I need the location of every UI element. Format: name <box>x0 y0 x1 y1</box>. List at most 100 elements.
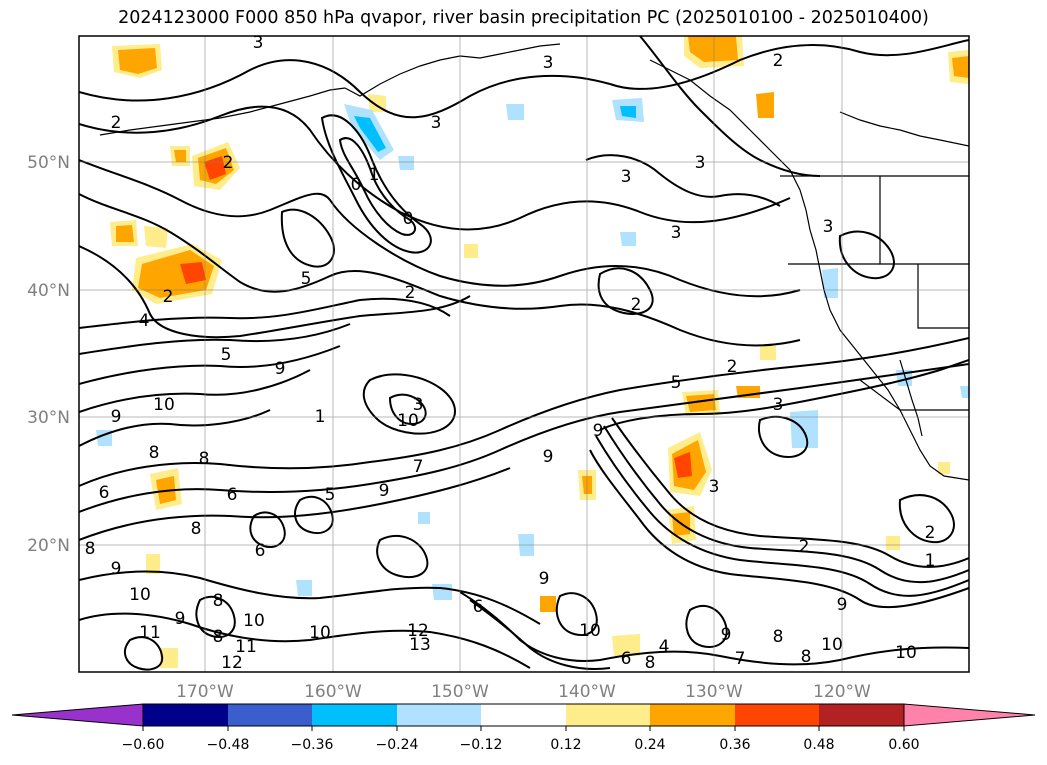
colorbar-tick-label: −0.12 <box>460 737 503 753</box>
contour-label: 10 <box>821 635 843 655</box>
contour-label: 5 <box>221 345 232 365</box>
colorbar-bin <box>481 704 566 726</box>
contour-label: 6 <box>255 541 266 561</box>
lat-label: 20°N <box>27 536 70 556</box>
contour-label: 2 <box>111 113 122 133</box>
colorbar-tick-label: 0.60 <box>888 737 919 753</box>
contour-label: 10 <box>579 621 601 641</box>
contour-label: 6 <box>621 649 632 669</box>
contour-label: 6 <box>227 485 238 505</box>
contour-label: 13 <box>409 635 431 655</box>
contour-label: 9 <box>175 609 186 629</box>
lon-label: 160°W <box>304 682 362 702</box>
contour-label: 3 <box>709 477 720 497</box>
colorbar-bin <box>650 704 735 726</box>
colorbar-tick-label: 0.12 <box>550 737 581 753</box>
contour-label: 9 <box>275 359 286 379</box>
contour-label: 2 <box>223 153 234 173</box>
lat-label: 30°N <box>27 408 70 428</box>
colorbar-tick-label: 0.48 <box>803 737 834 753</box>
contour-label: 8 <box>85 539 96 559</box>
colorbar-bin <box>735 704 819 726</box>
lon-label: 170°W <box>176 682 234 702</box>
positive-anomaly-shading <box>110 36 969 668</box>
contour-label: 2 <box>163 287 174 307</box>
contour-label: 8 <box>645 653 656 673</box>
contour-label: 3 <box>431 113 442 133</box>
contour-label: 8 <box>773 627 784 647</box>
contour-label: 0 <box>403 209 414 229</box>
colorbar-bin <box>397 704 481 726</box>
colorbar-tick-label: 0.36 <box>719 737 750 753</box>
qvapor-contours <box>79 36 969 671</box>
contour-label: 2 <box>773 51 784 71</box>
contour-label: 10 <box>153 395 175 415</box>
lat-label: 40°N <box>27 281 70 301</box>
colorbar-tick-label: −0.48 <box>207 737 250 753</box>
contour-label: 3 <box>621 167 632 187</box>
colorbar-bin <box>312 704 397 726</box>
contour-label: 0 <box>351 175 362 195</box>
contour-label: 9 <box>111 407 122 427</box>
colorbar-extend-max <box>903 703 1036 727</box>
graticule <box>79 36 969 672</box>
contour-label: 10 <box>895 643 917 663</box>
colorbar-tick-label: −0.60 <box>122 737 165 753</box>
lon-label: 140°W <box>558 682 616 702</box>
lon-label: 150°W <box>431 682 489 702</box>
map-panel: 3 2 3 3 2 3 1 0 2 3 0 3 5 4 2 2 2 3 3 5 … <box>79 33 969 673</box>
colorbar-tick-label: −0.24 <box>376 737 419 753</box>
contour-label: 9 <box>593 421 604 441</box>
contour-label: 8 <box>191 519 202 539</box>
contour-label: 2 <box>727 357 738 377</box>
contour-label: 2 <box>925 523 936 543</box>
contour-label: 11 <box>235 637 257 657</box>
contour-label: 9 <box>721 625 732 645</box>
contour-label: 2 <box>405 283 416 303</box>
contour-label: 10 <box>397 411 419 431</box>
longitude-labels: 170°W 160°W 150°W 140°W 130°W 120°W <box>176 682 871 702</box>
coastlines <box>99 43 969 481</box>
contour-label: 8 <box>149 443 160 463</box>
contour-label: 9 <box>543 447 554 467</box>
contour-label: 8 <box>801 647 812 667</box>
contour-label: 1 <box>369 165 380 185</box>
colorbar-bin <box>143 704 228 726</box>
contour-label: 5 <box>671 373 682 393</box>
contour-label: 2 <box>631 295 642 315</box>
plot-title: 2024123000 F000 850 hPa qvapor, river ba… <box>118 8 929 28</box>
contour-label: 10 <box>129 585 151 605</box>
colorbar-tick-label: −0.36 <box>291 737 334 753</box>
lat-label: 50°N <box>27 153 70 173</box>
contour-label: 7 <box>735 649 746 669</box>
colorbar-tick-label: 0.24 <box>634 737 665 753</box>
contour-label: 1 <box>925 551 936 571</box>
colorbar-bin <box>566 704 650 726</box>
contour-labels: 3 2 3 3 2 3 1 0 2 3 0 3 5 4 2 2 2 3 3 5 … <box>85 33 936 673</box>
colorbar-bin <box>819 704 904 726</box>
colorbar-extend-min <box>11 703 144 727</box>
negative-anomaly-shading <box>96 98 969 600</box>
latitude-labels: 50°N 40°N 30°N 20°N <box>27 153 70 556</box>
contour-label: 11 <box>139 623 161 643</box>
contour-label: 8 <box>213 627 224 647</box>
contour-label: 5 <box>301 269 312 289</box>
contour-label: 9 <box>379 481 390 501</box>
contour-label: 9 <box>111 559 122 579</box>
contour-label: 8 <box>199 449 210 469</box>
contour-label: 6 <box>473 597 484 617</box>
contour-label: 12 <box>221 653 243 673</box>
contour-label: 3 <box>543 53 554 73</box>
contour-label: 4 <box>659 637 670 657</box>
contour-label: 3 <box>671 223 682 243</box>
colorbar-bin <box>228 704 312 726</box>
contour-label: 2 <box>799 537 810 557</box>
contour-label: 9 <box>837 595 848 615</box>
contour-label: 3 <box>695 153 706 173</box>
lon-label: 130°W <box>685 682 743 702</box>
contour-label: 3 <box>253 33 264 53</box>
contour-label: 3 <box>413 395 424 415</box>
contour-label: 12 <box>407 621 429 641</box>
contour-label: 3 <box>773 395 784 415</box>
